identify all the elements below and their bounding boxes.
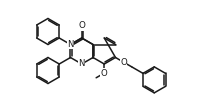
Text: N: N bbox=[67, 40, 74, 49]
Text: O: O bbox=[101, 69, 108, 78]
Text: O: O bbox=[120, 58, 127, 67]
Text: O: O bbox=[78, 21, 85, 30]
Text: N: N bbox=[78, 59, 85, 69]
